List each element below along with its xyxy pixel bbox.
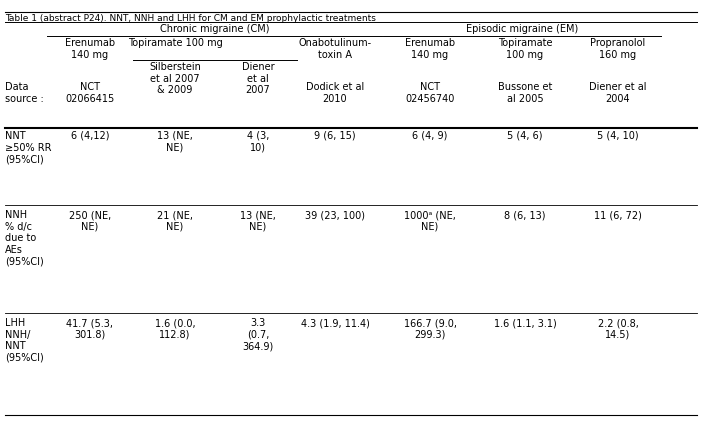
Text: NNT
≥50% RR
(95%CI): NNT ≥50% RR (95%CI)	[5, 131, 51, 164]
Text: Bussone et
al 2005: Bussone et al 2005	[498, 82, 552, 103]
Text: 4 (3,
10): 4 (3, 10)	[247, 131, 269, 153]
Text: 5 (4, 6): 5 (4, 6)	[508, 131, 543, 141]
Text: 13 (NE,
NE): 13 (NE, NE)	[157, 131, 193, 153]
Text: Silberstein
et al 2007
& 2009: Silberstein et al 2007 & 2009	[149, 62, 201, 95]
Text: 6 (4, 9): 6 (4, 9)	[412, 131, 448, 141]
Text: 2.2 (0.8,
14.5): 2.2 (0.8, 14.5)	[597, 318, 638, 340]
Text: Dodick et al
2010: Dodick et al 2010	[306, 82, 364, 103]
Text: Episodic migraine (EM): Episodic migraine (EM)	[466, 24, 578, 34]
Text: NCT
02066415: NCT 02066415	[65, 82, 114, 103]
Text: 1000ᵃ (NE,
NE): 1000ᵃ (NE, NE)	[404, 210, 456, 232]
Text: 21 (NE,
NE): 21 (NE, NE)	[157, 210, 193, 232]
Text: 250 (NE,
NE): 250 (NE, NE)	[69, 210, 111, 232]
Text: 41.7 (5.3,
301.8): 41.7 (5.3, 301.8)	[67, 318, 114, 340]
Text: 5 (4, 10): 5 (4, 10)	[597, 131, 639, 141]
Text: 4.3 (1.9, 11.4): 4.3 (1.9, 11.4)	[300, 318, 369, 328]
Text: LHH
NNH/
NNT
(95%CI): LHH NNH/ NNT (95%CI)	[5, 318, 44, 363]
Text: 39 (23, 100): 39 (23, 100)	[305, 210, 365, 220]
Text: Table 1 (abstract P24). NNT, NNH and LHH for CM and EM prophylactic treatments: Table 1 (abstract P24). NNT, NNH and LHH…	[5, 14, 376, 23]
Text: Topiramate
100 mg: Topiramate 100 mg	[498, 38, 552, 60]
Text: 8 (6, 13): 8 (6, 13)	[504, 210, 545, 220]
Text: 166.7 (9.0,
299.3): 166.7 (9.0, 299.3)	[404, 318, 456, 340]
Text: 1.6 (0.0,
112.8): 1.6 (0.0, 112.8)	[154, 318, 195, 340]
Text: 3.3
(0.7,
364.9): 3.3 (0.7, 364.9)	[242, 318, 274, 351]
Text: Chronic migraine (CM): Chronic migraine (CM)	[160, 24, 270, 34]
Text: NNH
% d/c
due to
AEs
(95%CI): NNH % d/c due to AEs (95%CI)	[5, 210, 44, 266]
Text: Propranolol
160 mg: Propranolol 160 mg	[590, 38, 646, 60]
Text: 1.6 (1.1, 3.1): 1.6 (1.1, 3.1)	[494, 318, 557, 328]
Text: 9 (6, 15): 9 (6, 15)	[314, 131, 356, 141]
Text: Diener
et al
2007: Diener et al 2007	[241, 62, 274, 95]
Text: Data
source :: Data source :	[5, 82, 44, 103]
Text: Diener et al
2004: Diener et al 2004	[589, 82, 647, 103]
Text: 6 (4,12): 6 (4,12)	[71, 131, 110, 141]
Text: Onabotulinum-
toxin A: Onabotulinum- toxin A	[298, 38, 371, 60]
Text: NCT
02456740: NCT 02456740	[405, 82, 455, 103]
Text: Erenumab
140 mg: Erenumab 140 mg	[65, 38, 115, 60]
Text: 13 (NE,
NE): 13 (NE, NE)	[240, 210, 276, 232]
Text: Topiramate 100 mg: Topiramate 100 mg	[128, 38, 223, 48]
Text: 11 (6, 72): 11 (6, 72)	[594, 210, 642, 220]
Text: Erenumab
140 mg: Erenumab 140 mg	[405, 38, 455, 60]
